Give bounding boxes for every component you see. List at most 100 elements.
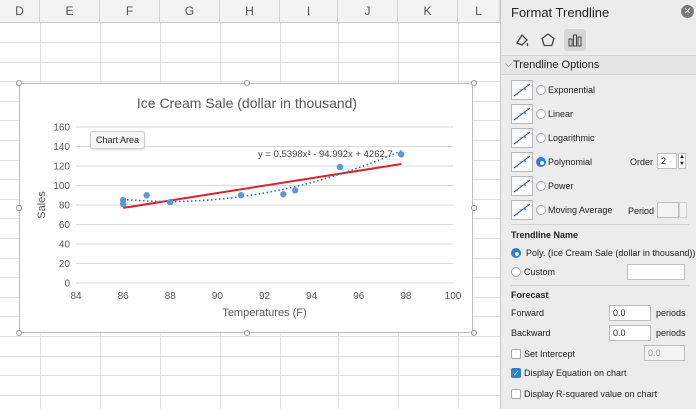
x-tick-label: 90 [212, 291, 224, 302]
column-header[interactable]: D [0, 0, 40, 23]
y-tick-label: 120 [53, 162, 70, 173]
chart-area[interactable]: 0 20 40 60 80 100 120 140 160 84 86 88 90 92 94 96 98 100… [16, 80, 477, 336]
trendline-type-label: Power [548, 181, 574, 191]
chevron-down-icon: ⌵ [505, 59, 512, 69]
x-tick-label: 98 [400, 291, 412, 302]
trendline-type-label: Moving Average [548, 205, 613, 215]
divider [511, 224, 689, 225]
data-point [280, 191, 287, 198]
x-tick-label: 88 [165, 291, 177, 302]
resize-handle[interactable] [16, 205, 22, 211]
column-header[interactable]: I [280, 0, 338, 23]
y-tick-label: 100 [53, 181, 70, 192]
trendline-type-moving-average[interactable]: Moving Average [511, 200, 695, 222]
trendline-name-header: Trendline Name [511, 230, 579, 240]
display-r-squared-label: Display R-squared value on chart [524, 389, 658, 399]
display-r-squared-checkbox[interactable] [511, 389, 521, 399]
grid-line [0, 356, 500, 357]
data-point [119, 200, 127, 208]
close-icon[interactable]: ✕ [681, 5, 694, 18]
x-axis-label: Temperatures (F) [222, 307, 306, 319]
backward-label: Backward [511, 328, 551, 338]
chart-title: Ice Cream Sale (dollar in thousand) [137, 95, 357, 111]
x-tick-label: 100 [445, 291, 462, 302]
trendline-type-radio[interactable] [536, 85, 546, 95]
trendline-type-radio[interactable] [536, 133, 546, 143]
trendline-preview-icon[interactable] [511, 152, 533, 172]
x-tick-label: 86 [118, 291, 130, 302]
period-input[interactable] [657, 202, 679, 218]
y-tick-label: 60 [59, 220, 71, 231]
trendline-type-label: Exponential [548, 85, 596, 95]
trendline-type-radio[interactable] [536, 205, 546, 215]
column-header[interactable]: G [160, 0, 220, 23]
format-trendline-pane: Format Trendline ✕ ⌵ Trendline Options O… [500, 0, 696, 409]
trendline-type-logarithmic[interactable]: Logarithmic [511, 128, 695, 150]
trendline-preview-icon[interactable] [511, 128, 533, 148]
chart-svg[interactable]: 0 20 40 60 80 100 120 140 160 84 86 88 90 92 94 96 98 100… [20, 84, 474, 334]
order-input[interactable]: 2 [657, 153, 677, 169]
trendline-type-label: Linear [548, 109, 574, 119]
resize-handle[interactable] [244, 80, 250, 86]
trendline-type-radio[interactable] [536, 181, 546, 191]
x-tick-label: 84 [70, 291, 82, 302]
y-tick-label: 140 [53, 142, 70, 153]
trendline-preview-icon[interactable] [511, 176, 533, 196]
trendline-options-section-header[interactable]: ⌵ Trendline Options [501, 55, 696, 75]
trendline-type-label: Polynomial [548, 157, 593, 167]
set-intercept-checkbox[interactable] [511, 349, 521, 359]
fill-line-icon[interactable] [511, 29, 533, 51]
name-custom-radio[interactable] [511, 267, 521, 277]
intercept-input[interactable]: 0.0 [644, 345, 685, 361]
trendline-type-label: Logarithmic [548, 133, 595, 143]
period-label: Period [628, 206, 655, 216]
display-equation-label: Display Equation on chart [524, 368, 627, 378]
trendline-type-radio[interactable] [536, 109, 546, 119]
trendline-preview-icon[interactable] [511, 200, 533, 220]
data-point [397, 151, 405, 158]
name-custom-label: Custom [524, 267, 556, 277]
trendline-type-linear[interactable]: Linear [511, 104, 695, 126]
display-equation-checkbox[interactable]: ✓ [511, 368, 521, 378]
column-header[interactable]: J [338, 0, 398, 23]
effects-icon[interactable] [537, 29, 559, 51]
column-header[interactable]: E [40, 0, 100, 23]
order-label: Order [630, 157, 654, 167]
y-tick-label: 80 [59, 201, 71, 212]
column-header[interactable]: H [220, 0, 280, 23]
x-tick-label: 94 [306, 291, 318, 302]
grid-line [0, 395, 500, 396]
data-point [336, 163, 344, 171]
period-stepper[interactable] [679, 202, 687, 218]
data-point [291, 187, 299, 194]
data-point [167, 198, 174, 206]
resize-handle[interactable] [16, 80, 22, 86]
resize-handle[interactable] [16, 330, 22, 336]
column-header[interactable]: L [458, 0, 500, 23]
resize-handle[interactable] [244, 330, 250, 336]
resize-handle[interactable] [471, 330, 477, 336]
forward-label: Forward [511, 308, 545, 318]
trendline-type-power[interactable]: Power [511, 176, 695, 198]
column-header[interactable]: K [398, 0, 458, 23]
trendline-equation: y = 0.5398x² - 94.992x + 4262.7 [258, 149, 393, 160]
forward-input[interactable]: 0.0 [609, 305, 651, 321]
grid-line [0, 62, 500, 63]
trendline-type-exponential[interactable]: Exponential [511, 80, 695, 102]
x-tick-label: 96 [353, 291, 365, 302]
name-auto-radio[interactable] [511, 248, 521, 258]
trendline-preview-icon[interactable] [511, 80, 533, 100]
column-header[interactable]: F [100, 0, 160, 23]
order-stepper[interactable]: ▲ ▼ [678, 153, 686, 169]
trendline-type-radio[interactable] [536, 157, 546, 167]
backward-input[interactable]: 0.0 [609, 325, 651, 341]
y-tick-label: 160 [53, 123, 70, 134]
custom-name-input[interactable] [627, 264, 685, 280]
y-tick-label: 0 [64, 279, 70, 290]
trendline-preview-icon[interactable] [511, 104, 533, 124]
resize-handle[interactable] [471, 205, 477, 211]
trendline-type-polynomial[interactable]: Polynomial [511, 152, 695, 174]
trendline-options-icon[interactable] [564, 29, 586, 51]
resize-handle[interactable] [471, 80, 477, 86]
